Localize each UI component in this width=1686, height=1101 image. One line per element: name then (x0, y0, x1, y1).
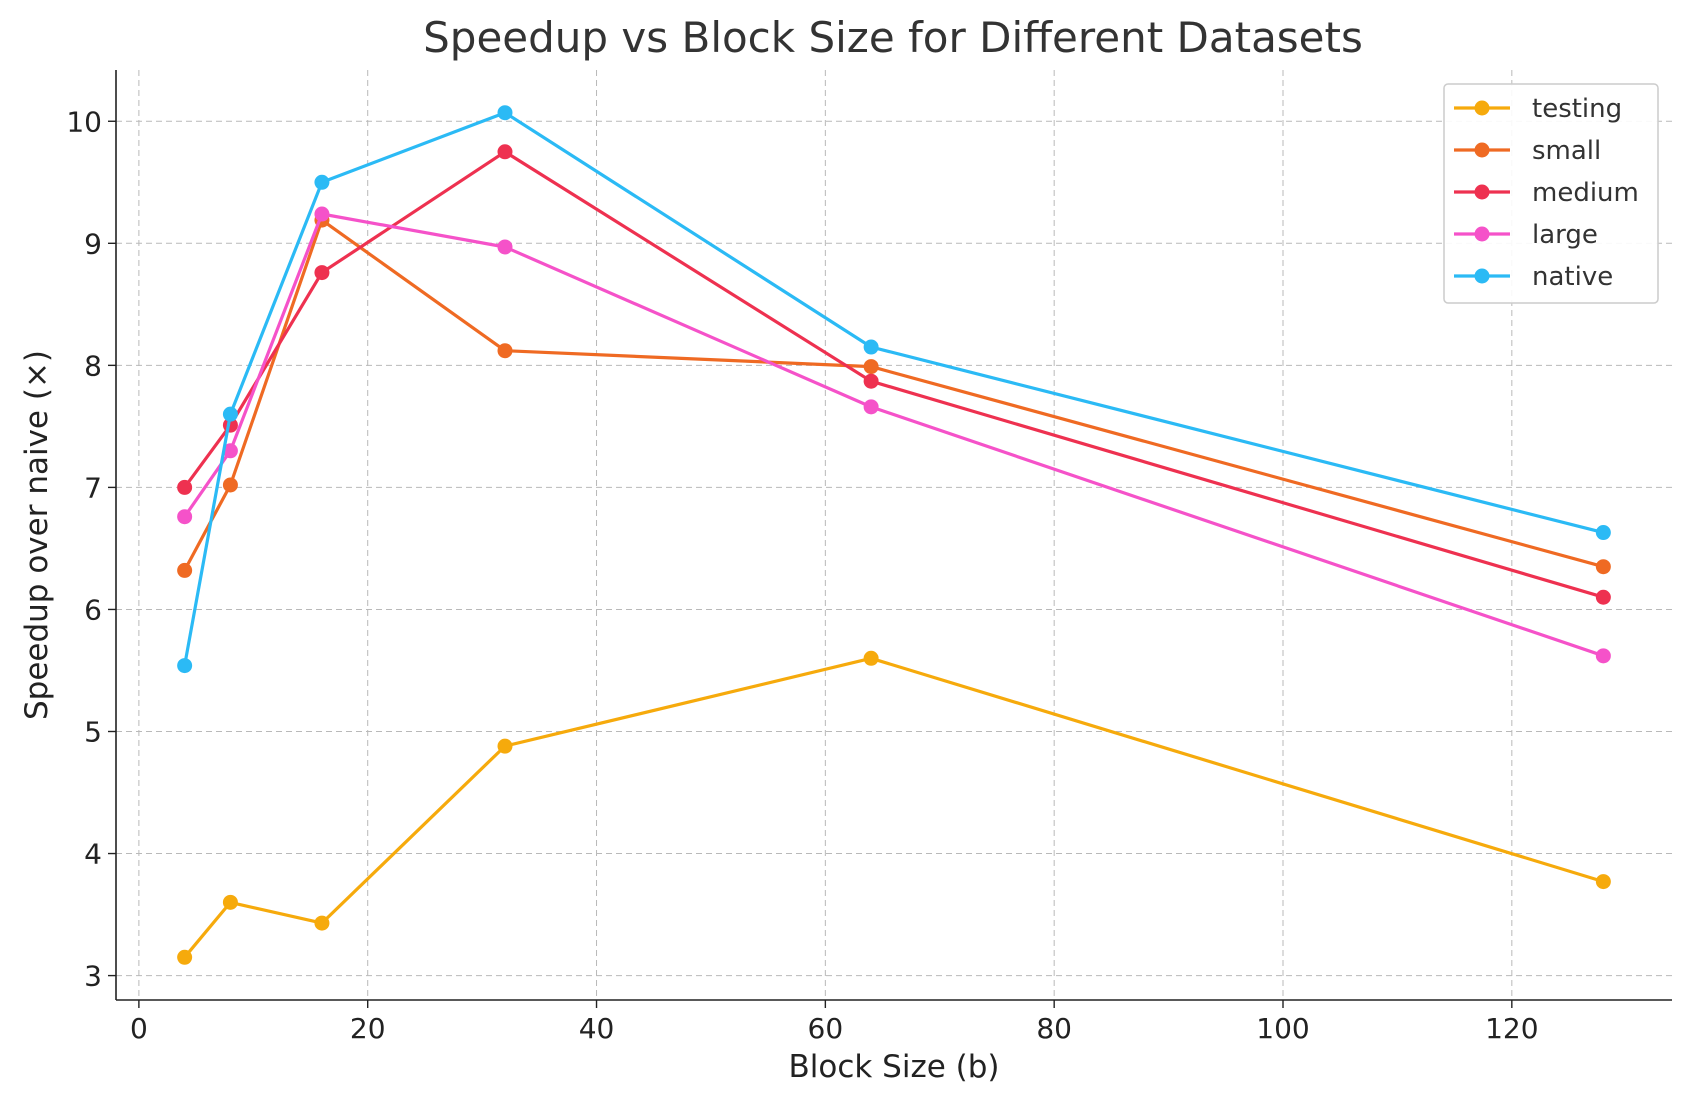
legend-item-large: large (1454, 220, 1598, 250)
data-point-medium (314, 265, 330, 281)
data-point-native (177, 658, 193, 674)
x-axis-label: Block Size (b) (788, 1049, 999, 1085)
data-point-native (863, 339, 879, 355)
data-point-medium (863, 373, 879, 389)
data-point-medium (1595, 589, 1611, 605)
series-line-small (183, 218, 1604, 572)
data-point-large (863, 399, 879, 415)
data-point-native (1595, 525, 1611, 541)
y-tick-label: 5 (84, 715, 102, 748)
data-point-large (177, 509, 193, 525)
data-point-testing (314, 915, 330, 931)
data-point-testing (222, 894, 238, 910)
series-layer (177, 105, 1611, 965)
chart-title: Speedup vs Block Size for Different Data… (423, 13, 1363, 62)
series-testing (177, 650, 1611, 965)
x-tick-label: 120 (1485, 1012, 1538, 1045)
legend: testing small medium large native (1443, 83, 1659, 304)
legend-marker (1474, 100, 1490, 116)
series-small (177, 212, 1611, 578)
legend-marker (1474, 226, 1490, 242)
data-point-testing (177, 949, 193, 965)
x-tick-label: 40 (579, 1012, 615, 1045)
x-tick-label: 0 (130, 1012, 148, 1045)
x-tick-label: 100 (1256, 1012, 1309, 1045)
x-axis-ticks: 0 20 40 60 80 100 120 (130, 1000, 1539, 1045)
legend-marker (1474, 142, 1490, 158)
series-line-medium (183, 150, 1604, 599)
y-tick-label: 3 (84, 960, 102, 993)
legend-item-testing: testing (1454, 94, 1622, 124)
data-point-testing (497, 738, 513, 754)
series-native (177, 105, 1611, 674)
legend-label: native (1532, 262, 1613, 292)
data-point-large (497, 239, 513, 255)
grid-lines (116, 70, 1672, 1000)
legend-item-medium: medium (1454, 178, 1639, 208)
data-point-small (497, 343, 513, 359)
legend-label: medium (1532, 178, 1639, 208)
x-tick-label: 20 (350, 1012, 386, 1045)
y-axis-ticks: 3 4 5 6 7 8 9 10 (66, 105, 116, 993)
data-point-native (497, 105, 513, 121)
x-tick-label: 80 (1036, 1012, 1072, 1045)
data-point-small (863, 359, 879, 375)
x-tick-label: 60 (808, 1012, 844, 1045)
y-tick-label: 10 (66, 105, 102, 138)
data-point-large (222, 443, 238, 459)
y-tick-label: 7 (84, 471, 102, 504)
y-tick-label: 9 (84, 227, 102, 260)
data-point-medium (177, 479, 193, 495)
series-line-native (183, 111, 1604, 666)
data-point-large (314, 206, 330, 222)
y-tick-label: 6 (84, 593, 102, 626)
legend-label: small (1532, 136, 1601, 166)
series-line-testing (183, 656, 1604, 959)
series-large (177, 206, 1611, 664)
legend-frame (1443, 83, 1659, 304)
data-point-medium (497, 144, 513, 160)
data-point-small (1595, 559, 1611, 575)
legend-label: large (1532, 220, 1598, 250)
y-tick-label: 4 (84, 838, 102, 871)
axes (115, 70, 1672, 1001)
legend-marker (1474, 184, 1490, 200)
data-point-testing (863, 650, 879, 666)
data-point-testing (1595, 874, 1611, 890)
legend-item-small: small (1454, 136, 1601, 166)
series-line-large (183, 212, 1604, 658)
legend-marker (1474, 268, 1490, 284)
y-axis-label: Speedup over naive (×) (19, 350, 55, 720)
legend-item-native: native (1454, 262, 1613, 292)
legend-label: testing (1532, 94, 1622, 124)
data-point-small (222, 477, 238, 493)
data-point-native (314, 174, 330, 190)
data-point-small (177, 562, 193, 578)
data-point-native (222, 406, 238, 422)
y-tick-label: 8 (84, 349, 102, 382)
data-point-large (1595, 648, 1611, 664)
